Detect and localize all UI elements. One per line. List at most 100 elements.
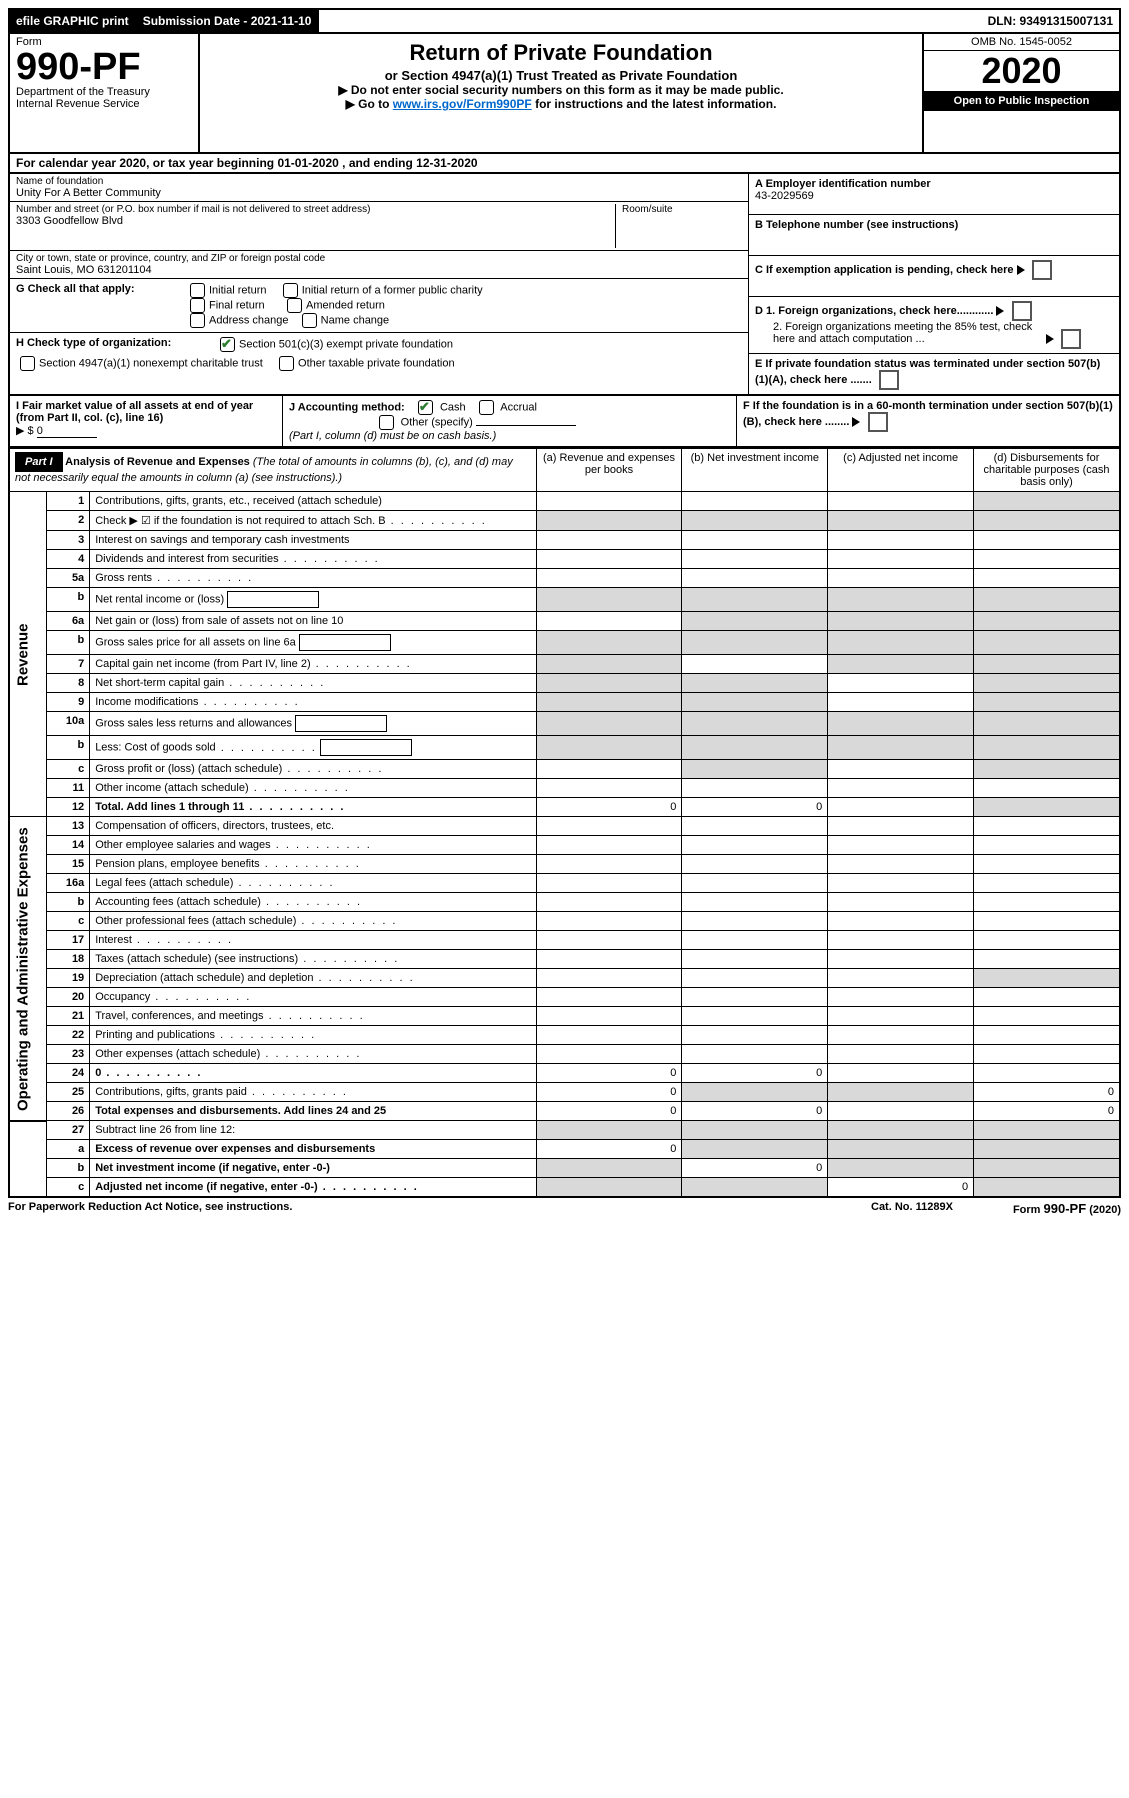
- table-row: Operating and Administrative Expenses13C…: [9, 817, 1120, 836]
- c-label: C If exemption application is pending, c…: [755, 264, 1014, 276]
- city: Saint Louis, MO 631201104: [16, 264, 742, 276]
- ein-label: A Employer identification number: [755, 178, 931, 190]
- table-row: 8Net short-term capital gain: [9, 674, 1120, 693]
- side-label: Operating and Administrative Expenses: [9, 817, 46, 1121]
- tax-year: 2020: [924, 51, 1119, 91]
- j-label: J Accounting method:: [289, 402, 405, 414]
- page-footer: For Paperwork Reduction Act Notice, see …: [8, 1198, 1121, 1216]
- top-bar: efile GRAPHIC print Submission Date - 20…: [8, 8, 1121, 34]
- table-row: 23Other expenses (attach schedule): [9, 1045, 1120, 1064]
- table-row: bNet investment income (if negative, ent…: [9, 1159, 1120, 1178]
- d2-label: 2. Foreign organizations meeting the 85%…: [755, 321, 1043, 345]
- table-row: 4Dividends and interest from securities: [9, 550, 1120, 569]
- addr-label: Number and street (or P.O. box number if…: [16, 204, 615, 215]
- table-row: cOther professional fees (attach schedul…: [9, 912, 1120, 931]
- note-ssn: ▶ Do not enter social security numbers o…: [212, 83, 910, 97]
- part1-title: Analysis of Revenue and Expenses: [65, 456, 250, 468]
- f-label: F If the foundation is in a 60-month ter…: [743, 400, 1113, 428]
- cb-4947[interactable]: [20, 356, 35, 371]
- cb-e[interactable]: [879, 370, 899, 390]
- foundation-name: Unity For A Better Community: [16, 187, 742, 199]
- cb-other-tax[interactable]: [279, 356, 294, 371]
- dept: Department of the Treasury: [16, 86, 192, 98]
- table-row: 24000: [9, 1064, 1120, 1083]
- table-row: Revenue1Contributions, gifts, grants, et…: [9, 492, 1120, 511]
- efile-label: efile GRAPHIC print: [10, 10, 137, 32]
- cb-addr-change[interactable]: [190, 313, 205, 328]
- form-title: Return of Private Foundation: [212, 40, 910, 66]
- j-note: (Part I, column (d) must be on cash basi…: [289, 430, 496, 442]
- table-row: cGross profit or (loss) (attach schedule…: [9, 760, 1120, 779]
- table-row: 9Income modifications: [9, 693, 1120, 712]
- table-row: 5aGross rents: [9, 569, 1120, 588]
- h-label: H Check type of organization:: [16, 337, 216, 349]
- dln: DLN: 93491315007131: [982, 10, 1119, 32]
- cb-amended[interactable]: [287, 298, 302, 313]
- phone-label: B Telephone number (see instructions): [755, 219, 958, 231]
- table-row: 16aLegal fees (attach schedule): [9, 874, 1120, 893]
- e-label: E If private foundation status was termi…: [755, 358, 1100, 386]
- table-row: bGross sales price for all assets on lin…: [9, 631, 1120, 655]
- cb-d1[interactable]: [1012, 301, 1032, 321]
- open-public: Open to Public Inspection: [924, 91, 1119, 111]
- table-row: 6aNet gain or (loss) from sale of assets…: [9, 612, 1120, 631]
- info-grid: Name of foundation Unity For A Better Co…: [8, 174, 1121, 396]
- form-subtitle: or Section 4947(a)(1) Trust Treated as P…: [212, 68, 910, 83]
- form-number: 990-PF: [16, 48, 192, 86]
- table-row: 11Other income (attach schedule): [9, 779, 1120, 798]
- table-row: bLess: Cost of goods sold: [9, 736, 1120, 760]
- footer-left: For Paperwork Reduction Act Notice, see …: [8, 1201, 292, 1216]
- cb-initial-former[interactable]: [283, 283, 298, 298]
- table-row: aExcess of revenue over expenses and dis…: [9, 1140, 1120, 1159]
- cb-final[interactable]: [190, 298, 205, 313]
- table-row: 17Interest: [9, 931, 1120, 950]
- cb-name-change[interactable]: [302, 313, 317, 328]
- ein: 43-2029569: [755, 190, 814, 202]
- cb-c[interactable]: [1032, 260, 1052, 280]
- table-row: 7Capital gain net income (from Part IV, …: [9, 655, 1120, 674]
- table-row: 3Interest on savings and temporary cash …: [9, 531, 1120, 550]
- cb-initial[interactable]: [190, 283, 205, 298]
- calendar-year: For calendar year 2020, or tax year begi…: [8, 154, 1121, 174]
- arrow-icon: [1017, 265, 1025, 275]
- part1-label: Part I: [15, 452, 63, 472]
- table-row: 22Printing and publications: [9, 1026, 1120, 1045]
- city-label: City or town, state or province, country…: [16, 253, 742, 264]
- cb-accrual[interactable]: [479, 400, 494, 415]
- cb-cash[interactable]: [418, 400, 433, 415]
- cb-501c3[interactable]: [220, 337, 235, 352]
- address: 3303 Goodfellow Blvd: [16, 215, 615, 227]
- form-header: Form 990-PF Department of the Treasury I…: [8, 34, 1121, 154]
- i-val: 0: [37, 425, 97, 438]
- cb-f[interactable]: [868, 412, 888, 432]
- i-label: I Fair market value of all assets at end…: [16, 400, 253, 424]
- table-row: 10aGross sales less returns and allowanc…: [9, 712, 1120, 736]
- table-row: bNet rental income or (loss): [9, 588, 1120, 612]
- table-row: 18Taxes (attach schedule) (see instructi…: [9, 950, 1120, 969]
- ijf-row: I Fair market value of all assets at end…: [8, 396, 1121, 448]
- side-label: Revenue: [9, 492, 46, 817]
- cb-other-acct[interactable]: [379, 415, 394, 430]
- col-c: (c) Adjusted net income: [828, 449, 974, 492]
- table-row: bAccounting fees (attach schedule): [9, 893, 1120, 912]
- col-a: (a) Revenue and expenses per books: [536, 449, 682, 492]
- d1-label: D 1. Foreign organizations, check here..…: [755, 305, 993, 317]
- irs-link[interactable]: www.irs.gov/Form990PF: [393, 97, 532, 111]
- table-row: 12Total. Add lines 1 through 1100: [9, 798, 1120, 817]
- table-row: 14Other employee salaries and wages: [9, 836, 1120, 855]
- col-b: (b) Net investment income: [682, 449, 828, 492]
- table-row: 25Contributions, gifts, grants paid00: [9, 1083, 1120, 1102]
- omb: OMB No. 1545-0052: [924, 34, 1119, 51]
- note-link: ▶ Go to www.irs.gov/Form990PF for instru…: [212, 97, 910, 111]
- table-row: cAdjusted net income (if negative, enter…: [9, 1178, 1120, 1198]
- footer-right: Form 990-PF (2020): [1013, 1201, 1121, 1216]
- part1-table: Part I Analysis of Revenue and Expenses …: [8, 448, 1121, 1198]
- table-row: 21Travel, conferences, and meetings: [9, 1007, 1120, 1026]
- table-row: 15Pension plans, employee benefits: [9, 855, 1120, 874]
- table-row: 19Depreciation (attach schedule) and dep…: [9, 969, 1120, 988]
- irs: Internal Revenue Service: [16, 98, 192, 110]
- room-label: Room/suite: [615, 204, 742, 248]
- submission-date: Submission Date - 2021-11-10: [137, 10, 320, 32]
- table-row: 27Subtract line 26 from line 12:: [9, 1121, 1120, 1140]
- cb-d2[interactable]: [1061, 329, 1081, 349]
